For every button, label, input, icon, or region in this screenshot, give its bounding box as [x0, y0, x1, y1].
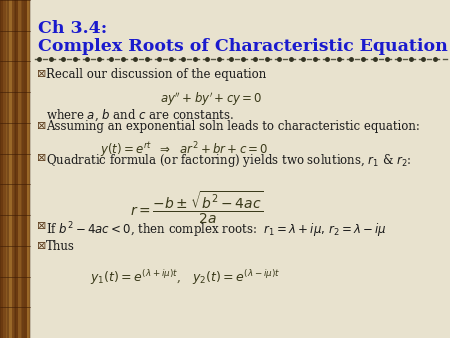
Text: $\boxtimes$: $\boxtimes$ — [36, 220, 46, 231]
Text: $y_1(t) = e^{(\lambda+i\mu)t}$,   $y_2(t) = e^{(\lambda-i\mu)t}$: $y_1(t) = e^{(\lambda+i\mu)t}$, $y_2(t) … — [90, 268, 280, 287]
Bar — [21, 0, 24, 338]
Bar — [3, 0, 6, 338]
Text: $y(t) = e^{rt}$  $\Rightarrow$  $ar^2 + br + c = 0$: $y(t) = e^{rt}$ $\Rightarrow$ $ar^2 + br… — [100, 140, 269, 160]
Text: $\boxtimes$: $\boxtimes$ — [36, 240, 46, 251]
Text: Quadratic formula (or factoring) yields two solutions, $r_1$ & $r_2$:: Quadratic formula (or factoring) yields … — [46, 152, 411, 169]
Text: Thus: Thus — [46, 240, 75, 253]
Bar — [6, 0, 9, 338]
Bar — [0, 0, 3, 338]
Text: $\boxtimes$: $\boxtimes$ — [36, 120, 46, 131]
Text: $ay'' + by' + cy = 0$: $ay'' + by' + cy = 0$ — [160, 90, 262, 107]
Text: $r = \dfrac{-b \pm \sqrt{b^2 - 4ac}}{2a}$: $r = \dfrac{-b \pm \sqrt{b^2 - 4ac}}{2a}… — [130, 190, 263, 226]
Bar — [24, 0, 27, 338]
Text: $\boxtimes$: $\boxtimes$ — [36, 68, 46, 79]
Text: Ch 3.4:: Ch 3.4: — [38, 20, 107, 37]
Text: $\boxtimes$: $\boxtimes$ — [36, 152, 46, 163]
Bar — [9, 0, 12, 338]
Bar — [15, 0, 18, 338]
Bar — [12, 0, 15, 338]
Text: Complex Roots of Characteristic Equation: Complex Roots of Characteristic Equation — [38, 38, 448, 55]
Text: where $a$, $b$ and $c$ are constants.: where $a$, $b$ and $c$ are constants. — [46, 108, 234, 123]
Bar — [18, 0, 21, 338]
Text: If $b^2 - 4ac < 0$, then complex roots:  $r_1 = \lambda + i\mu,\, r_2 = \lambda : If $b^2 - 4ac < 0$, then complex roots: … — [46, 220, 387, 240]
Text: Assuming an exponential soln leads to characteristic equation:: Assuming an exponential soln leads to ch… — [46, 120, 420, 133]
Bar — [27, 0, 30, 338]
Text: Recall our discussion of the equation: Recall our discussion of the equation — [46, 68, 266, 81]
